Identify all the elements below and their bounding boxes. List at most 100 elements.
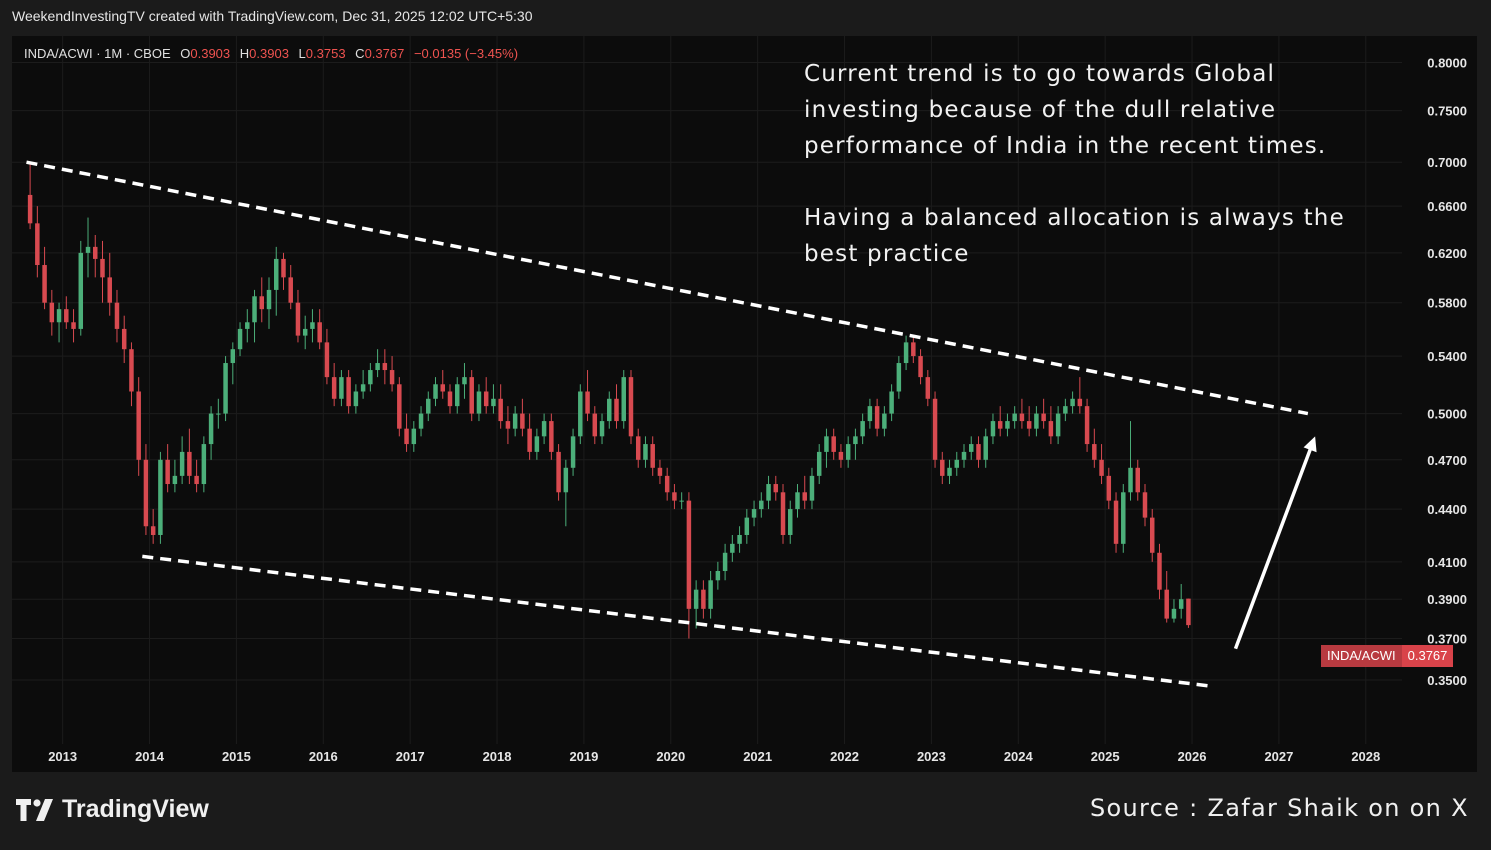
- candle-body: [143, 459, 149, 527]
- candle: [158, 451, 163, 544]
- candle-body: [230, 349, 236, 364]
- candle: [201, 436, 207, 493]
- candle-body: [693, 589, 699, 609]
- candle-body: [462, 377, 467, 385]
- candle-body: [252, 296, 257, 323]
- candle: [1135, 459, 1140, 501]
- candle: [35, 206, 40, 278]
- candle: [997, 406, 1003, 437]
- candle-body: [911, 342, 916, 357]
- candle: [903, 335, 909, 371]
- candle-body: [889, 391, 894, 414]
- candle-body: [1149, 517, 1155, 553]
- candle: [129, 342, 134, 407]
- candle-body: [816, 451, 822, 476]
- candle: [237, 322, 243, 357]
- candle-body: [1019, 413, 1025, 422]
- low-key: L: [298, 46, 306, 61]
- candle: [795, 484, 800, 518]
- y-tick-label: 0.7500: [1427, 104, 1467, 119]
- candle: [520, 398, 525, 437]
- candle-body: [1048, 421, 1054, 437]
- candle-body: [1077, 398, 1083, 407]
- y-tick-label: 0.5800: [1427, 296, 1467, 311]
- candle: [1157, 543, 1162, 600]
- candle-body: [1070, 398, 1075, 407]
- candle-body: [621, 377, 626, 422]
- candle-body: [1186, 598, 1191, 626]
- candle-body: [339, 377, 344, 399]
- candle-body: [498, 398, 503, 422]
- candle-body: [809, 475, 815, 501]
- candle: [114, 289, 120, 343]
- candle-body: [795, 492, 800, 510]
- candle: [722, 543, 728, 581]
- candle-body: [346, 377, 351, 407]
- candle: [389, 356, 395, 392]
- candle: [650, 436, 655, 476]
- candlestick-chart[interactable]: 0.8000 0.7500 0.7000 0.6600 0.6200 0.5800 0.54…: [12, 36, 1477, 772]
- candle-body: [382, 363, 388, 371]
- candle: [635, 428, 641, 468]
- source-credit: Source : Zafar Shaik on on X: [1090, 794, 1469, 822]
- candle-body: [288, 277, 293, 303]
- candle-body: [831, 436, 836, 452]
- chart-plot-area[interactable]: 0.8000 0.7500 0.7000 0.6600 0.6200 0.5800 0.54…: [12, 36, 1477, 772]
- candle-body: [100, 258, 105, 278]
- candle: [194, 459, 199, 493]
- candle-body: [512, 413, 518, 429]
- candle: [643, 436, 648, 468]
- candle-body: [114, 302, 120, 329]
- candle-body: [766, 484, 771, 501]
- candle: [541, 413, 547, 445]
- candle-body: [187, 451, 192, 476]
- candle: [816, 444, 822, 485]
- candle: [1142, 484, 1148, 527]
- y-tick-label: 0.8000: [1427, 55, 1467, 70]
- candle: [143, 444, 149, 535]
- candle: [418, 406, 424, 437]
- projection-arrow[interactable]: [1233, 443, 1314, 650]
- candle: [447, 384, 453, 414]
- candle-body: [867, 406, 873, 422]
- y-tick-label: 0.5400: [1427, 349, 1467, 364]
- candle-body: [534, 436, 540, 452]
- candle-body: [1157, 552, 1162, 590]
- candle: [310, 309, 315, 343]
- candle-body: [136, 391, 141, 460]
- candle: [686, 492, 692, 639]
- candle-body: [42, 265, 47, 303]
- candle: [100, 240, 105, 303]
- candle: [346, 370, 351, 414]
- candle: [940, 451, 945, 485]
- x-axis[interactable]: 2013 2014 2015 2016 2017 2018 2019 2020 2021 2022…: [48, 749, 1380, 764]
- candle: [1077, 377, 1083, 414]
- candle-body: [592, 413, 598, 437]
- candle: [947, 459, 952, 485]
- x-tick-label: 2028: [1351, 749, 1380, 764]
- candle: [339, 370, 344, 407]
- candle-body: [274, 258, 279, 290]
- candle: [1005, 413, 1010, 437]
- trendline-upper[interactable]: [26, 160, 1309, 416]
- candle: [838, 444, 844, 468]
- candle: [759, 492, 764, 518]
- candle: [512, 406, 518, 437]
- candle-body: [223, 363, 228, 414]
- candle-body: [628, 377, 634, 437]
- candle: [505, 406, 511, 445]
- x-tick-label: 2018: [483, 749, 512, 764]
- candle-body: [896, 363, 902, 392]
- candle: [230, 342, 236, 385]
- candle-body: [730, 543, 735, 553]
- y-axis[interactable]: 0.8000 0.7500 0.7000 0.6600 0.6200 0.5800 0.54…: [1427, 55, 1467, 688]
- trendline-lower[interactable]: [142, 554, 1214, 689]
- candle: [1121, 484, 1126, 553]
- candle: [93, 235, 98, 278]
- candle: [1092, 428, 1097, 468]
- candle: [853, 428, 858, 460]
- candle: [1070, 391, 1075, 414]
- trendlines: [26, 160, 1317, 689]
- candle: [107, 252, 112, 316]
- tradingview-logo[interactable]: TradingView: [16, 795, 209, 824]
